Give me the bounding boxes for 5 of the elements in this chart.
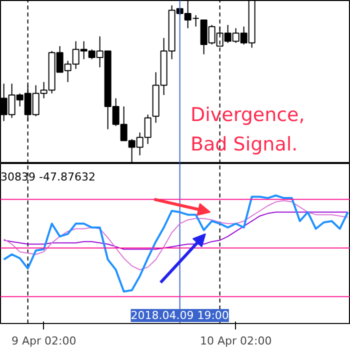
ref-line-label: 2018.04.09 19:00: [130, 309, 229, 322]
annotation: Divergence, Bad Signal.: [190, 104, 305, 156]
x-tick-label: 10 Apr 02:00: [200, 334, 272, 348]
text: 30839 -47.87632: [0, 170, 96, 184]
x-tick-label: 9 Apr 02:00: [11, 334, 76, 348]
